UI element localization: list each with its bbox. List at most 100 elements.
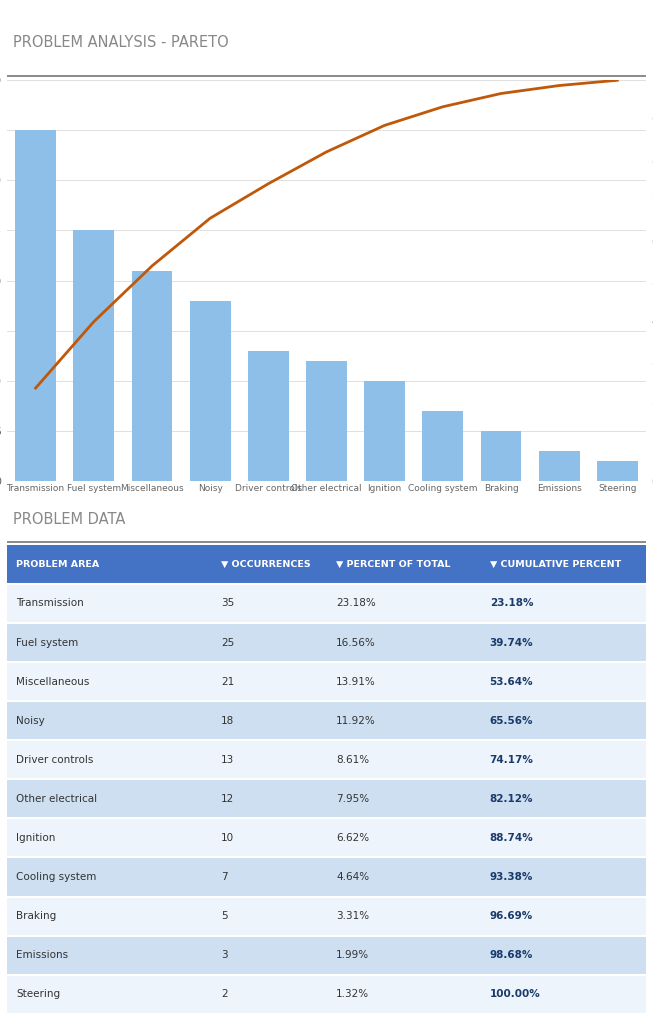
Bar [132, 270, 172, 481]
Bar [326, 857, 480, 897]
Text: ▼ PERCENT OF TOTAL: ▼ PERCENT OF TOTAL [336, 560, 451, 569]
Bar [7, 701, 212, 740]
Bar [326, 975, 480, 1014]
Bar [212, 545, 326, 584]
Bar [326, 779, 480, 818]
Text: 12: 12 [221, 794, 234, 804]
Bar [73, 230, 114, 481]
Text: 98.68%: 98.68% [490, 950, 533, 961]
Text: 11.92%: 11.92% [336, 716, 376, 726]
Bar [480, 740, 646, 779]
Bar [7, 740, 212, 779]
Bar [212, 779, 326, 818]
Text: Other electrical: Other electrical [16, 794, 97, 804]
Text: 7.95%: 7.95% [336, 794, 369, 804]
Bar [326, 663, 480, 701]
Text: 1.99%: 1.99% [336, 950, 369, 961]
Text: 2: 2 [221, 989, 227, 999]
Bar [597, 461, 638, 481]
Bar [480, 545, 646, 584]
Text: 35: 35 [221, 598, 234, 608]
Text: 8.61%: 8.61% [336, 755, 369, 765]
Text: 74.17%: 74.17% [490, 755, 534, 765]
Text: 16.56%: 16.56% [336, 638, 376, 647]
Bar [212, 975, 326, 1014]
Bar [326, 936, 480, 975]
Text: PROBLEM ANALYSIS - PARETO: PROBLEM ANALYSIS - PARETO [13, 35, 229, 50]
Text: Ignition: Ignition [16, 833, 56, 843]
Bar [364, 381, 405, 481]
Text: 3.31%: 3.31% [336, 911, 369, 921]
Text: 13: 13 [221, 755, 234, 765]
Bar [7, 936, 212, 975]
Bar [326, 545, 480, 584]
Text: Cooling system: Cooling system [16, 872, 97, 882]
Bar [7, 779, 212, 818]
Bar [326, 701, 480, 740]
Bar [480, 975, 646, 1014]
Text: 18: 18 [221, 716, 234, 726]
Text: 88.74%: 88.74% [490, 833, 534, 843]
Bar [248, 350, 289, 481]
Text: Braking: Braking [16, 911, 56, 921]
Bar [480, 857, 646, 897]
Bar [212, 701, 326, 740]
Text: 96.69%: 96.69% [490, 911, 533, 921]
Bar [7, 584, 212, 623]
Bar [212, 897, 326, 936]
Bar [7, 975, 212, 1014]
Text: 93.38%: 93.38% [490, 872, 533, 882]
Text: Fuel system: Fuel system [16, 638, 78, 647]
Bar [7, 623, 212, 663]
Text: Transmission: Transmission [16, 598, 84, 608]
Text: 53.64%: 53.64% [490, 677, 534, 687]
Text: PROBLEM AREA: PROBLEM AREA [16, 560, 99, 569]
Bar [326, 818, 480, 857]
Text: 100.00%: 100.00% [490, 989, 541, 999]
Text: ▼ CUMULATIVE PERCENT: ▼ CUMULATIVE PERCENT [490, 560, 621, 569]
Bar [480, 584, 646, 623]
Bar [480, 818, 646, 857]
Bar [7, 857, 212, 897]
Text: ▼ OCCURRENCES: ▼ OCCURRENCES [221, 560, 311, 569]
Text: 21: 21 [221, 677, 234, 687]
Text: 4.64%: 4.64% [336, 872, 369, 882]
Bar [480, 779, 646, 818]
Bar [212, 663, 326, 701]
Bar [7, 897, 212, 936]
Bar [7, 818, 212, 857]
Bar [212, 740, 326, 779]
Text: 23.18%: 23.18% [490, 598, 534, 608]
Text: 3: 3 [221, 950, 227, 961]
Bar [212, 936, 326, 975]
Text: 10: 10 [221, 833, 234, 843]
Bar [480, 897, 646, 936]
Bar [422, 411, 463, 481]
Text: 7: 7 [221, 872, 227, 882]
Text: Steering: Steering [16, 989, 60, 999]
Bar [326, 740, 480, 779]
Text: 65.56%: 65.56% [490, 716, 534, 726]
Text: 25: 25 [221, 638, 234, 647]
Bar [480, 701, 646, 740]
Bar [7, 545, 212, 584]
Bar [326, 584, 480, 623]
Bar [481, 431, 521, 481]
Text: 82.12%: 82.12% [490, 794, 534, 804]
Bar [190, 301, 231, 481]
Bar [212, 584, 326, 623]
Bar [480, 936, 646, 975]
Bar [326, 897, 480, 936]
Text: Noisy: Noisy [16, 716, 45, 726]
Bar [480, 663, 646, 701]
Bar [212, 623, 326, 663]
Bar [306, 360, 347, 481]
Bar [539, 451, 580, 481]
Text: 39.74%: 39.74% [490, 638, 534, 647]
Text: 5: 5 [221, 911, 227, 921]
Text: 1.32%: 1.32% [336, 989, 369, 999]
Bar [326, 623, 480, 663]
Text: Miscellaneous: Miscellaneous [16, 677, 89, 687]
Text: 13.91%: 13.91% [336, 677, 376, 687]
Text: 6.62%: 6.62% [336, 833, 369, 843]
